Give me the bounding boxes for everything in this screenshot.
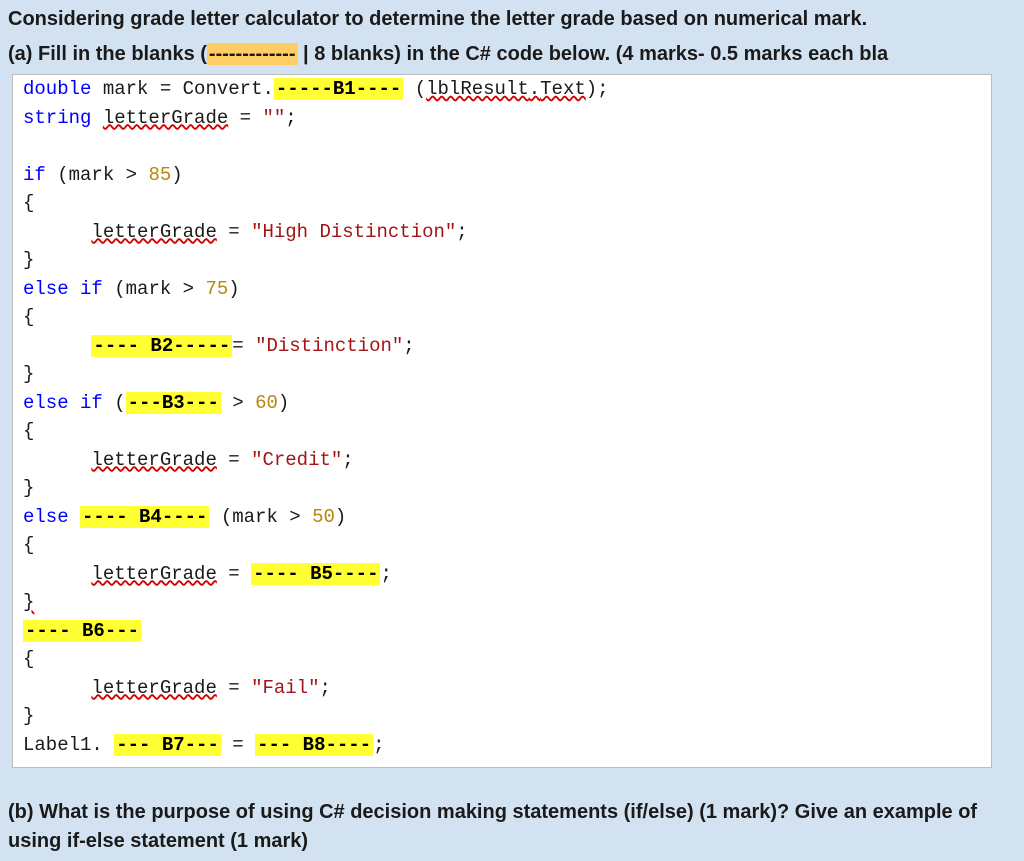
dot: .: [262, 78, 273, 100]
str-d: "Distinction": [255, 335, 403, 357]
op-eq: =: [232, 335, 255, 357]
blank-b4: ---- B4----: [80, 506, 209, 528]
lit-75: 75: [205, 278, 228, 300]
part-a-prefix: (a) Fill in the blanks (: [8, 43, 207, 65]
brace-open: {: [23, 303, 981, 332]
paren-close: );: [586, 78, 609, 100]
code-line: if (mark > 85): [23, 161, 981, 190]
id-lettergrade: letterGrade: [91, 563, 216, 585]
id-convert: Convert: [183, 78, 263, 100]
part-b-prompt: (b) What is the purpose of using C# deci…: [0, 768, 1024, 860]
str-f: "Fail": [251, 677, 319, 699]
semi: ;: [342, 449, 353, 471]
cond-open: (: [114, 392, 125, 414]
paren-open: (: [415, 78, 426, 100]
brace-open: {: [23, 189, 981, 218]
kw-double: double: [23, 78, 91, 100]
code-line: letterGrade = "High Distinction";: [23, 218, 981, 247]
semi: ;: [456, 221, 467, 243]
kw-elseif: else if: [23, 392, 103, 414]
code-line: else if (mark > 75): [23, 275, 981, 304]
code-line: Label1. --- B7--- = --- B8----;: [23, 731, 981, 760]
op-eq: =: [228, 449, 251, 471]
op-eq: =: [160, 78, 183, 100]
str-c: "Credit": [251, 449, 342, 471]
blank-b3: ---B3---: [126, 392, 221, 414]
op-eq: =: [228, 563, 251, 585]
brace-open: {: [23, 645, 981, 674]
code-line: double mark = Convert.-----B1---- (lblRe…: [23, 75, 981, 104]
op-eq: =: [232, 734, 255, 756]
blank-b8: --- B8----: [255, 734, 373, 756]
id-lblresult: lblResult: [426, 78, 529, 100]
code-line: else ---- B4---- (mark > 50): [23, 503, 981, 532]
str-hd: "High Distinction": [251, 221, 456, 243]
cond-close: ): [278, 392, 289, 414]
cond-close: ): [171, 164, 182, 186]
kw-elseif: else if: [23, 278, 103, 300]
brace-open: {: [23, 417, 981, 446]
brace-close: }: [23, 702, 981, 731]
brace-close: }: [23, 474, 981, 503]
id-text: Text: [540, 78, 586, 100]
dot: .: [91, 734, 114, 756]
cond: >: [232, 392, 255, 414]
part-a-prompt: (a) Fill in the blanks (------------- | …: [0, 37, 1024, 74]
id-lettergrade: letterGrade: [91, 677, 216, 699]
semi: ;: [373, 734, 384, 756]
op-eq: =: [228, 677, 251, 699]
blank-b7: --- B7---: [114, 734, 221, 756]
code-line: letterGrade = "Fail";: [23, 674, 981, 703]
cond: (mark >: [221, 506, 312, 528]
semi: ;: [380, 563, 391, 585]
semi: ;: [285, 107, 296, 129]
blank-b6: ---- B6---: [23, 620, 141, 642]
lit-85: 85: [148, 164, 171, 186]
code-line: letterGrade = "Credit";: [23, 446, 981, 475]
brace-open: {: [23, 531, 981, 560]
semi: ;: [403, 335, 414, 357]
id-lettergrade: letterGrade: [103, 107, 228, 129]
brace-close: }: [23, 360, 981, 389]
id-lettergrade: letterGrade: [91, 221, 216, 243]
blank-demo: -------------: [207, 43, 298, 65]
kw-if: if: [23, 164, 46, 186]
op-eq: =: [240, 107, 263, 129]
lit-50: 50: [312, 506, 335, 528]
str-empty: "": [262, 107, 285, 129]
cond: (mark >: [57, 164, 148, 186]
question-heading: Considering grade letter calculator to d…: [0, 0, 1024, 37]
brace-close: }: [23, 588, 34, 617]
code-line: ---- B6---: [23, 617, 981, 646]
code-block: double mark = Convert.-----B1---- (lblRe…: [12, 74, 992, 768]
id-mark: mark: [103, 78, 149, 100]
op-eq: =: [228, 221, 251, 243]
code-blank-line: [23, 132, 981, 161]
code-line: else if (---B3--- > 60): [23, 389, 981, 418]
cond-close: ): [228, 278, 239, 300]
brace-close: }: [23, 246, 981, 275]
page-root: Considering grade letter calculator to d…: [0, 0, 1024, 861]
cond: (mark >: [114, 278, 205, 300]
blank-b5: ---- B5----: [251, 563, 380, 585]
id-label1: Label1: [23, 734, 91, 756]
part-a-suffix: | 8 blanks) in the C# code below. (4 mar…: [298, 43, 889, 65]
code-line: ---- B2-----= "Distinction";: [23, 332, 981, 361]
dot: .: [529, 78, 540, 100]
lit-60: 60: [255, 392, 278, 414]
kw-string: string: [23, 107, 91, 129]
blank-b1: -----B1----: [274, 78, 403, 100]
blank-b2: ---- B2-----: [91, 335, 232, 357]
id-lettergrade: letterGrade: [91, 449, 216, 471]
cond-close: ): [335, 506, 346, 528]
code-line: string letterGrade = "";: [23, 104, 981, 133]
code-line: letterGrade = ---- B5----;: [23, 560, 981, 589]
kw-else: else: [23, 506, 69, 528]
semi: ;: [319, 677, 330, 699]
